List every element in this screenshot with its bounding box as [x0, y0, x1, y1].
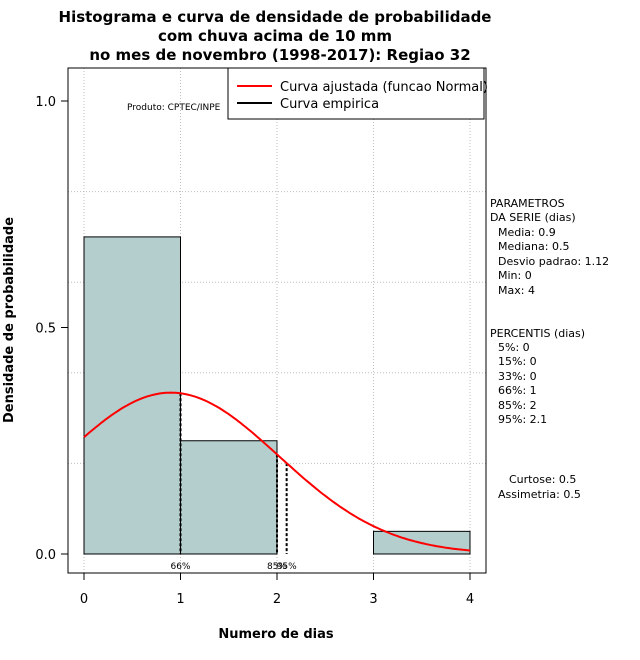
legend-label-normal: Curva ajustada (funcao Normal): [280, 80, 488, 95]
chart-title-line-1: Histograma e curva de densidade de proba…: [59, 8, 492, 26]
percentil-5: 5%: 0: [498, 341, 530, 354]
y-tick-label-1: 0.5: [35, 322, 56, 337]
legend-box: [227, 67, 485, 120]
legend: Curva ajustada (funcao Normal) Curva emp…: [227, 67, 488, 120]
normal-curve-line: [83, 391, 471, 552]
x-tick-label-1: 1: [176, 592, 184, 607]
param-media: Media: 0.9: [498, 226, 556, 239]
percentil-66: 66%: 1: [498, 384, 537, 397]
axis-ticks: 0 1 2 3 4 0.0 0.5 1.0: [35, 95, 474, 607]
chart-title-line-2: com chuva acima de 10 mm: [158, 27, 392, 45]
params-title-2: DA SERIE (dias): [490, 211, 576, 224]
histogram-bars: [83, 236, 471, 555]
credit-text: Produto: CPTEC/INPE: [127, 103, 221, 113]
percentile-label-2: 95%: [277, 562, 297, 572]
x-tick-label-2: 2: [273, 592, 281, 607]
percentil-33: 33%: 0: [498, 370, 537, 383]
x-axis-label: Numero de dias: [218, 627, 334, 642]
params-title-1: PARAMETROS: [490, 197, 565, 210]
percentis-title: PERCENTIS (dias): [490, 327, 585, 340]
percentile-label-0: 66%: [170, 562, 190, 572]
histogram-bar-0: [83, 236, 181, 555]
percentil-95: 95%: 2.1: [498, 413, 547, 426]
legend-label-empirical: Curva empirica: [280, 97, 379, 112]
percentile-label-1: 85%: [267, 562, 287, 572]
x-tick-label-3: 3: [369, 592, 377, 607]
percentile-lines: 66% 85%95%: [170, 393, 297, 572]
percentil-85: 85%: 2: [498, 399, 537, 412]
param-min: Min: 0: [498, 269, 532, 282]
y-tick-label-2: 1.0: [35, 95, 56, 110]
param-max: Max: 4: [498, 284, 535, 297]
y-tick-label-0: 0.0: [35, 548, 56, 563]
x-tick-label-4: 4: [466, 592, 474, 607]
assimetria: Assimetria: 0.5: [498, 488, 581, 501]
curtose: Curtose: 0.5: [509, 473, 576, 486]
x-tick-label-0: 0: [80, 592, 88, 607]
percentil-15: 15%: 0: [498, 355, 537, 368]
param-mediana: Mediana: 0.5: [498, 240, 569, 253]
chart-title-line-3: no mes de novembro (1998-2017): Regiao 3…: [89, 46, 470, 64]
y-axis-label: Densidade de probabilidade: [2, 217, 17, 423]
param-desvio: Desvio padrao: 1.12: [498, 255, 609, 268]
side-panel: PARAMETROS DA SERIE (dias) Media: 0.9 Me…: [490, 197, 609, 501]
histogram-bar-1: [180, 440, 278, 555]
